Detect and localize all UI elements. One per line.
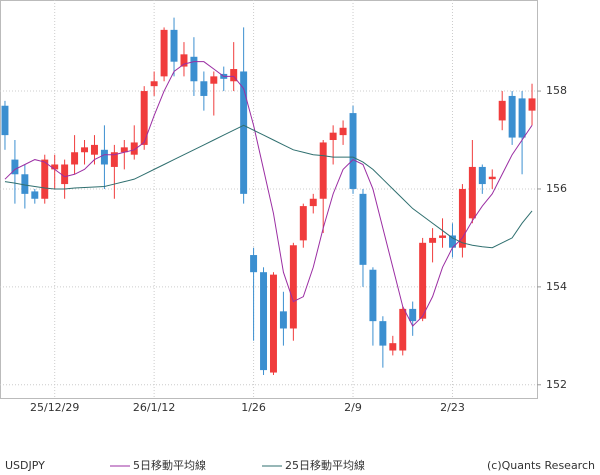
candle-body [110,152,118,167]
candle-body [488,176,496,180]
candle-body [180,54,188,67]
plot-frame [0,0,538,399]
candle-body [468,166,476,219]
ma-line [4,124,533,249]
candle-body [200,81,208,96]
y-tick-label: 156 [546,182,567,195]
candle-body [120,147,128,153]
candle-body [210,76,218,84]
symbol: USDJPY [5,459,45,472]
candle-body [379,321,387,346]
legend-label: 5日移動平均線 [133,458,206,472]
candle-body [448,235,456,248]
candle-body [100,149,108,165]
candle-body [71,152,79,165]
candle-body [458,188,466,248]
y-tick-label: 154 [546,280,567,293]
candle-body [90,144,98,155]
candle-body [409,308,417,322]
candle-body [349,113,357,189]
candle-body [309,198,317,207]
candle-body [130,142,138,155]
candle-body [498,100,506,121]
candle-body [508,95,516,138]
candle-body [419,242,427,319]
candle-body [528,98,536,111]
candle-body [190,56,198,82]
candle-body [439,235,447,238]
x-tick-label: 2/23 [440,401,465,414]
candle-body [51,164,59,170]
credit: (c)Quants Research [487,459,595,472]
candle-body [260,272,268,371]
candle-body [31,191,39,199]
x-tick-label: 1/26 [241,401,266,414]
candle-body [250,255,258,273]
candle-body [81,147,89,153]
candle-body [150,81,158,87]
candle-body [399,308,407,351]
candle-body [61,164,69,185]
legend-label: 25日移動平均線 [285,458,365,472]
candle-body [429,237,437,243]
candle-body [269,274,277,373]
candle-body [230,69,238,82]
candle-body [140,91,148,145]
candle-body [339,127,347,136]
candle-body [21,174,29,194]
candle-body [289,245,297,329]
candle-body [389,343,397,351]
candle-body [359,193,367,265]
candle-body [299,206,307,241]
y-tick-label: 158 [546,84,567,97]
candle-body [11,159,19,175]
candle-body [279,311,287,329]
candle-body [41,159,49,199]
ma-line [4,61,533,327]
candle-body [478,166,486,185]
candle-body [369,269,377,322]
candle-body [160,29,168,77]
y-tick-label: 152 [546,378,567,391]
candle-body [240,71,248,194]
candle-body [329,132,337,141]
x-tick-label: 25/12/29 [30,401,79,414]
x-tick-label: 26/1/12 [133,401,175,414]
candle-body [518,98,526,138]
candle-body [170,29,178,62]
x-tick-label: 2/9 [344,401,362,414]
candle-body [319,142,327,199]
candle-body [1,105,9,136]
